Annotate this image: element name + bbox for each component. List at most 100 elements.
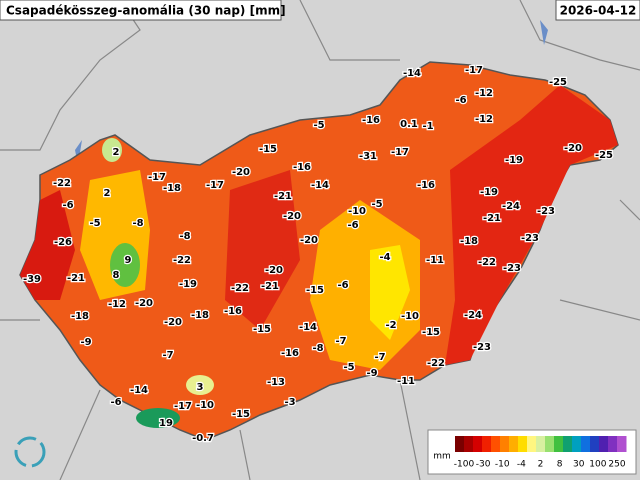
station-value: -22 xyxy=(427,358,445,369)
station-value: -20 xyxy=(232,167,250,178)
station-value: -18 xyxy=(460,236,478,247)
legend-label: -100 xyxy=(454,460,475,470)
station-value: -11 xyxy=(397,376,415,387)
station-value: -20 xyxy=(564,143,582,154)
station-value: -20 xyxy=(135,298,153,309)
station-value: -14 xyxy=(130,385,148,396)
station-value: -3 xyxy=(284,397,295,408)
station-value: -15 xyxy=(306,285,324,296)
station-value: -2 xyxy=(385,320,396,331)
station-value: -6 xyxy=(337,280,348,291)
station-value: -0.7 xyxy=(192,433,214,444)
station-value: -20 xyxy=(283,211,301,222)
station-value: -25 xyxy=(595,150,613,161)
legend-swatch xyxy=(545,436,555,452)
station-value: -4 xyxy=(379,252,390,263)
station-value: -31 xyxy=(359,151,377,162)
legend-swatch xyxy=(581,436,591,452)
legend-swatch xyxy=(455,436,465,452)
station-value: -7 xyxy=(374,352,385,363)
legend-swatch xyxy=(608,436,618,452)
legend-swatch xyxy=(554,436,564,452)
station-value: -23 xyxy=(503,263,521,274)
legend-swatch xyxy=(599,436,609,452)
station-value: -10 xyxy=(401,311,419,322)
station-value: -26 xyxy=(54,237,72,248)
dry-center xyxy=(225,170,300,330)
legend-label: -30 xyxy=(476,460,491,470)
station-value: -5 xyxy=(313,120,324,131)
station-value: -21 xyxy=(67,273,85,284)
station-value: -19 xyxy=(505,155,523,166)
moist-core xyxy=(370,245,410,340)
station-value: -10 xyxy=(348,206,366,217)
station-value: -18 xyxy=(163,183,181,194)
station-value: -24 xyxy=(464,310,482,321)
station-value: -19 xyxy=(179,279,197,290)
station-value: -19 xyxy=(480,187,498,198)
station-value: -17 xyxy=(174,401,192,412)
station-value: -9 xyxy=(80,337,91,348)
station-value: -22 xyxy=(53,178,71,189)
moist-south xyxy=(186,375,214,395)
legend-label: -4 xyxy=(517,460,526,470)
legend-swatch xyxy=(500,436,510,452)
station-value: 19 xyxy=(159,418,173,429)
station-value: -23 xyxy=(473,342,491,353)
station-value: -9 xyxy=(366,368,377,379)
station-value: -15 xyxy=(232,409,250,420)
labels: -14 -17-25-6-12-5 -16 0.1 -1-12-20-252 -15-31… xyxy=(22,64,615,446)
legend-swatch xyxy=(563,436,573,452)
station-value: -16 xyxy=(281,348,299,359)
legend-swatch xyxy=(590,436,600,452)
station-value: 9 xyxy=(125,255,132,266)
station-value: -18 xyxy=(71,311,89,322)
station-value: -17 xyxy=(465,65,483,76)
station-value: -6 xyxy=(62,200,73,211)
station-value: -5 xyxy=(89,218,100,229)
station-value: -5 xyxy=(343,362,354,373)
station-value: -22 xyxy=(478,257,496,268)
station-value: -12 xyxy=(108,299,126,310)
station-value: -6 xyxy=(347,220,358,231)
legend: -100 -30 -10 -4 2 8 30 100 250 xyxy=(454,436,627,470)
station-value: -17 xyxy=(391,147,409,158)
station-value: -21 xyxy=(274,191,292,202)
station-value: -15 xyxy=(422,327,440,338)
station-value: -16 xyxy=(293,162,311,173)
station-value: -20 xyxy=(300,235,318,246)
station-value: -13 xyxy=(267,377,285,388)
date-box xyxy=(555,0,640,21)
station-value: -1 xyxy=(422,121,433,132)
station-value: 0.1 xyxy=(400,119,418,130)
title-box xyxy=(0,0,282,21)
station-value: -16 xyxy=(224,306,242,317)
date: 2026-04-12 xyxy=(560,4,637,18)
station-value: -20 xyxy=(164,317,182,328)
station-value: -5 xyxy=(371,199,382,210)
station-value: -22 xyxy=(173,255,191,266)
legend-label: 30 xyxy=(573,460,585,470)
station-value: -21 xyxy=(261,281,279,292)
legend-swatch xyxy=(527,436,537,452)
wet-south xyxy=(136,408,180,428)
station-value: -14 xyxy=(299,322,317,333)
legend-label: 250 xyxy=(608,460,625,470)
station-value: -17 xyxy=(206,180,224,191)
station-value: 2 xyxy=(113,147,120,158)
station-value: -18 xyxy=(191,310,209,321)
station-value: -15 xyxy=(253,324,271,335)
station-value: -6 xyxy=(110,397,121,408)
legend-label: -10 xyxy=(495,460,510,470)
station-value: -20 xyxy=(265,265,283,276)
station-value: -12 xyxy=(475,88,493,99)
station-value: -23 xyxy=(521,233,539,244)
legend-swatch xyxy=(482,436,492,452)
dry-west xyxy=(20,190,75,300)
station-value: -15 xyxy=(259,144,277,155)
station-value: 3 xyxy=(197,382,204,393)
station-value: -14 xyxy=(311,180,329,191)
station-value: -21 xyxy=(483,213,501,224)
